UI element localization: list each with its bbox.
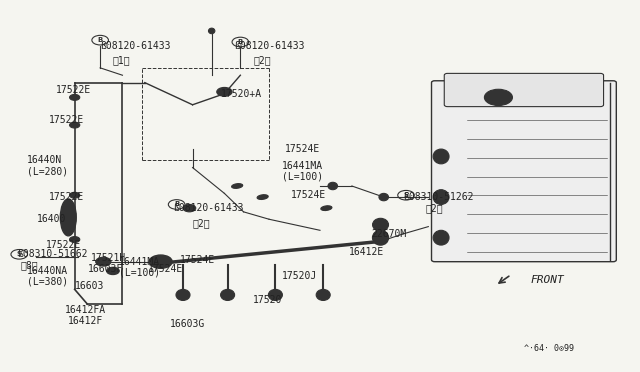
Text: ß08120-61433: ß08120-61433 — [100, 41, 171, 51]
Text: 16603: 16603 — [75, 281, 104, 291]
Text: B: B — [237, 39, 243, 45]
Text: B: B — [174, 202, 179, 208]
Text: 16412F: 16412F — [68, 316, 104, 326]
Ellipse shape — [372, 230, 388, 245]
Text: 17522E: 17522E — [56, 85, 91, 95]
Text: 16603F: 16603F — [88, 264, 123, 274]
Circle shape — [183, 205, 196, 212]
Text: （2）: （2） — [425, 203, 443, 213]
Text: 17522E: 17522E — [46, 240, 81, 250]
Text: ^·64· 0⊙99: ^·64· 0⊙99 — [524, 344, 574, 353]
Text: ß08120-61433: ß08120-61433 — [234, 41, 305, 51]
Text: 16440N: 16440N — [27, 155, 62, 165]
Ellipse shape — [257, 195, 268, 199]
Text: S: S — [404, 192, 408, 198]
Ellipse shape — [209, 28, 215, 34]
Text: 17520: 17520 — [253, 295, 282, 305]
Text: （2）: （2） — [193, 218, 210, 228]
Ellipse shape — [221, 289, 235, 301]
Circle shape — [96, 257, 111, 266]
Text: 16441MA: 16441MA — [282, 161, 323, 171]
Circle shape — [70, 122, 80, 128]
Text: 17520+A: 17520+A — [221, 89, 262, 99]
Text: 16441MA: 16441MA — [119, 257, 161, 267]
Text: 16603G: 16603G — [170, 320, 205, 330]
Text: 17524E: 17524E — [148, 264, 183, 274]
Text: 17524E: 17524E — [180, 255, 215, 265]
Text: 17520J: 17520J — [282, 272, 317, 282]
Text: 17524E: 17524E — [285, 144, 320, 154]
Circle shape — [106, 267, 119, 275]
Text: 16412E: 16412E — [349, 247, 384, 257]
Text: (L=380): (L=380) — [27, 277, 68, 287]
Ellipse shape — [316, 289, 330, 301]
Ellipse shape — [379, 193, 388, 201]
Ellipse shape — [232, 184, 243, 188]
Text: ß08310-51262: ß08310-51262 — [403, 192, 474, 202]
Text: 22670M: 22670M — [371, 229, 406, 239]
Ellipse shape — [433, 149, 449, 164]
FancyBboxPatch shape — [431, 81, 616, 262]
Text: B: B — [97, 37, 103, 43]
Circle shape — [149, 255, 172, 268]
Ellipse shape — [176, 289, 190, 301]
Text: 17522E: 17522E — [49, 192, 84, 202]
Text: （8）: （8） — [20, 260, 38, 270]
Circle shape — [217, 87, 232, 96]
Text: 17521H: 17521H — [91, 253, 126, 263]
Text: 17524E: 17524E — [291, 190, 326, 200]
Text: S: S — [17, 251, 22, 257]
Ellipse shape — [268, 289, 282, 301]
Text: ß08310-51662: ß08310-51662 — [17, 249, 88, 259]
Circle shape — [70, 192, 80, 198]
FancyBboxPatch shape — [444, 73, 604, 107]
Text: (L=100): (L=100) — [119, 268, 161, 278]
Text: (L=100): (L=100) — [282, 172, 323, 182]
Text: （2）: （2） — [253, 55, 271, 65]
Ellipse shape — [321, 206, 332, 211]
Text: 16400: 16400 — [36, 214, 66, 224]
Circle shape — [70, 237, 80, 243]
Ellipse shape — [433, 190, 449, 205]
Circle shape — [489, 92, 508, 103]
Text: （1）: （1） — [113, 55, 131, 65]
Ellipse shape — [328, 182, 337, 190]
Text: FRONT: FRONT — [531, 275, 564, 285]
Text: ß08120-61433: ß08120-61433 — [173, 203, 244, 213]
Circle shape — [70, 94, 80, 100]
Text: 16440NA: 16440NA — [27, 266, 68, 276]
Text: (L=280): (L=280) — [27, 166, 68, 176]
Ellipse shape — [60, 199, 76, 236]
Ellipse shape — [372, 218, 388, 231]
Text: 16412FA: 16412FA — [65, 305, 106, 315]
Text: 17522E: 17522E — [49, 115, 84, 125]
Ellipse shape — [433, 230, 449, 245]
Circle shape — [484, 89, 513, 106]
